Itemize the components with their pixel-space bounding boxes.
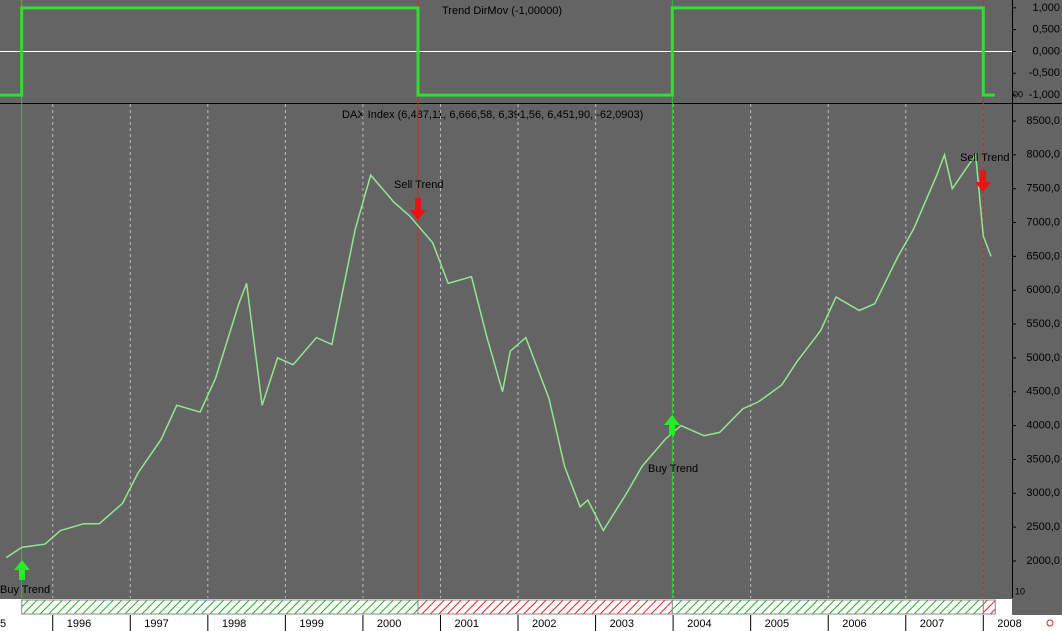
x-tick-label: 1999: [299, 618, 323, 630]
x-tick-label: 2001: [454, 618, 478, 630]
line-series: [5, 152, 992, 559]
annotation: Sell Trend: [960, 152, 1010, 164]
y-tick-label: 4500,0: [1026, 386, 1060, 398]
signal-arrow: [410, 198, 426, 220]
annotation: Buy Trend: [0, 584, 50, 596]
y-tick-label: 2000,0: [1026, 555, 1060, 567]
corner-label: 10: [1015, 586, 1025, 596]
x-axis-band: [0, 615, 1062, 631]
x-tick-label: 2008: [997, 618, 1021, 630]
signal-arrow: [14, 560, 30, 580]
annotation: Sell Trend: [394, 179, 444, 191]
x-tick-label: 1997: [144, 618, 168, 630]
x-tick-label: 2003: [610, 618, 634, 630]
y-tick-label: 7500,0: [1026, 183, 1060, 195]
x-tick-label: 1998: [222, 618, 246, 630]
signal-arrow: [664, 415, 680, 435]
x-tick-label: 2000: [377, 618, 401, 630]
y-tick-label: 5000,0: [1026, 352, 1060, 364]
line-series: [0, 6, 995, 97]
x-tick-label: 2006: [842, 618, 866, 630]
signal-arrow: [975, 170, 991, 192]
signal-segment: [417, 599, 673, 615]
y-tick-label: 0,500: [1032, 24, 1060, 36]
x-tick-label: 1996: [67, 618, 91, 630]
chart-title: DAX Index (6,487,11, 6,666,58, 6,391,56,…: [342, 109, 643, 121]
x-tick-label: 2007: [920, 618, 944, 630]
y-tick-label: 4000,0: [1026, 420, 1060, 432]
signal-segment: [21, 599, 419, 615]
x-tick-label: 5: [0, 618, 6, 630]
y-tick-label: -0,500: [1029, 67, 1060, 79]
y-tick-label: 3000,0: [1026, 487, 1060, 499]
annotation: Buy Trend: [648, 463, 698, 475]
x-tick-label: 2004: [687, 618, 711, 630]
y-tick-label: 7000,0: [1026, 216, 1060, 228]
y-tick-label: 0,000: [1032, 45, 1060, 57]
y-tick-label: 1,000: [1032, 2, 1060, 14]
y-tick-label: 6500,0: [1026, 250, 1060, 262]
signal-segment: [671, 599, 984, 615]
y-tick-label: 6000,0: [1026, 284, 1060, 296]
indicator-title: Trend DirMov (-1,00000): [442, 5, 562, 17]
x-tick-label: 2005: [765, 618, 789, 630]
status-icon: [1046, 619, 1054, 627]
y-tick-label: 2500,0: [1026, 521, 1060, 533]
y-tick-label: -1,000: [1029, 89, 1060, 101]
corner-label: 00: [1013, 89, 1023, 99]
y-tick-label: 8000,0: [1026, 149, 1060, 161]
signal-segment: [982, 599, 996, 615]
y-tick-label: 3500,0: [1026, 453, 1060, 465]
x-tick-label: 2002: [532, 618, 556, 630]
y-tick-label: 8500,0: [1026, 115, 1060, 127]
y-tick-label: 5500,0: [1026, 318, 1060, 330]
